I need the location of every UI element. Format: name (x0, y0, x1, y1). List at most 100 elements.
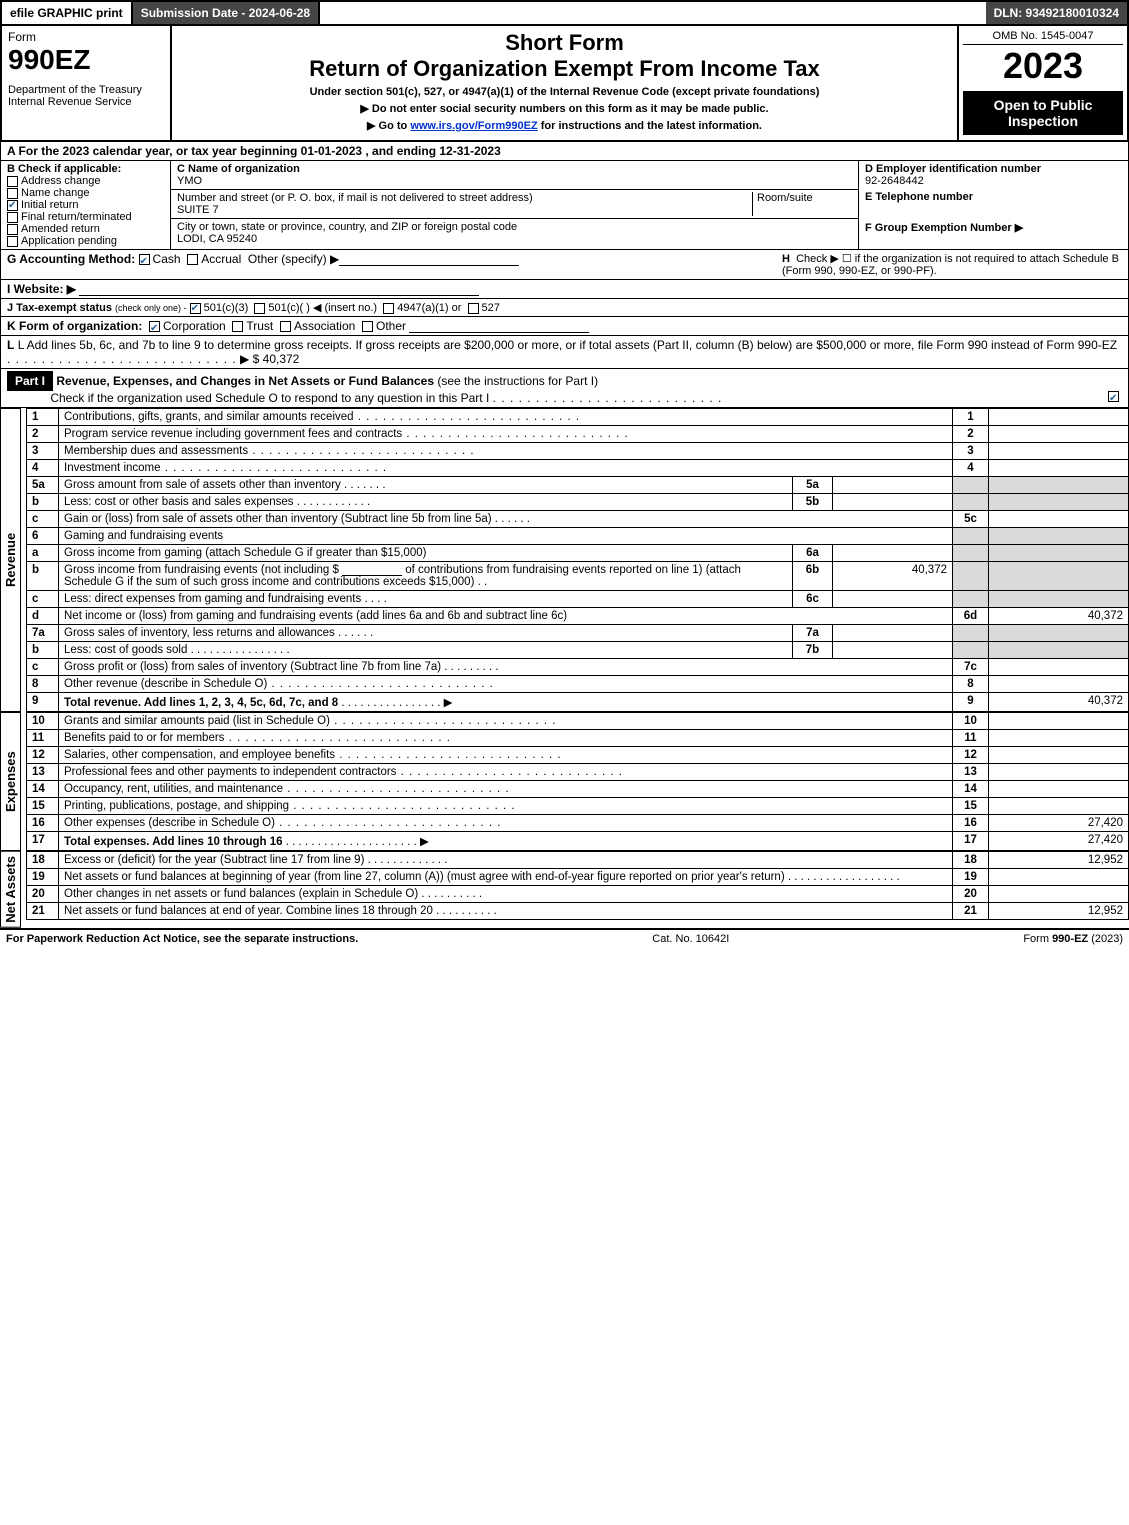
expenses-section: Expenses 10Grants and similar amounts pa… (0, 712, 1129, 851)
row-7c: cGross profit or (loss) from sales of in… (27, 659, 1129, 676)
top-bar: efile GRAPHIC print Submission Date - 20… (0, 0, 1129, 26)
row-12: 12Salaries, other compensation, and empl… (27, 747, 1129, 764)
g-other: Other (specify) ▶ (248, 252, 339, 266)
f-label: F Group Exemption Number ▶ (865, 221, 1122, 234)
l2-desc: Program service revenue including govern… (64, 428, 402, 440)
col-def: D Employer identification number 92-2648… (858, 161, 1128, 249)
row-14: 14Occupancy, rent, utilities, and mainte… (27, 781, 1129, 798)
line-l: L L Add lines 5b, 6c, and 7b to line 9 t… (0, 336, 1129, 369)
row-7a: 7aGross sales of inventory, less returns… (27, 625, 1129, 642)
row-4: 4Investment income4 (27, 460, 1129, 477)
footer-right-post: (2023) (1088, 933, 1123, 945)
k-trust-check[interactable] (232, 321, 243, 332)
irs-link[interactable]: www.irs.gov/Form990EZ (410, 120, 537, 132)
g-label: G Accounting Method: (7, 252, 135, 266)
row-6b: bGross income from fundraising events (n… (27, 562, 1129, 591)
f-text: F Group Exemption Number ▶ (865, 222, 1023, 234)
row-13: 13Professional fees and other payments t… (27, 764, 1129, 781)
row-2: 2Program service revenue including gover… (27, 426, 1129, 443)
row-5c: cGain or (loss) from sale of assets othe… (27, 511, 1129, 528)
l6d-desc: Net income or (loss) from gaming and fun… (64, 610, 567, 622)
l5a-desc: Gross amount from sale of assets other t… (64, 479, 341, 491)
l7c-desc: Gross profit or (loss) from sales of inv… (64, 661, 441, 673)
k-other: Other (376, 319, 406, 333)
g-other-input[interactable] (339, 254, 519, 266)
form-word: Form (8, 30, 164, 44)
l7a-desc: Gross sales of inventory, less returns a… (64, 627, 335, 639)
sub-goto: ▶ Go to www.irs.gov/Form990EZ for instru… (180, 119, 949, 132)
h-label: H (782, 253, 790, 265)
k-label: K Form of organization: (7, 319, 142, 333)
form-number: 990EZ (8, 44, 164, 76)
omb-number: OMB No. 1545-0047 (963, 30, 1123, 45)
l11-desc: Benefits paid to or for members (64, 732, 224, 744)
l4-desc: Investment income (64, 462, 161, 474)
l6-desc: Gaming and fundraising events (64, 530, 223, 542)
l3-desc: Membership dues and assessments (64, 445, 248, 457)
b-item-4[interactable]: Amended return (7, 223, 164, 235)
j-501c: 501(c)( ) (268, 302, 310, 314)
l-text: L Add lines 5b, 6c, and 7b to line 9 to … (18, 338, 1117, 352)
form-header: Form 990EZ Department of the Treasury In… (0, 26, 1129, 142)
h-text: Check ▶ ☐ if the organization is not req… (782, 253, 1119, 277)
website-input[interactable] (79, 284, 479, 296)
k-assoc-check[interactable] (280, 321, 291, 332)
b-item-5[interactable]: Application pending (7, 235, 164, 247)
part1-tag: Part I (7, 371, 53, 391)
submission-date: Submission Date - 2024-06-28 (133, 2, 320, 24)
l15-desc: Printing, publications, postage, and shi… (64, 800, 289, 812)
c-label: C Name of organization (177, 163, 300, 175)
k-trust: Trust (246, 319, 273, 333)
header-mid: Short Form Return of Organization Exempt… (172, 26, 957, 140)
row-8: 8Other revenue (describe in Schedule O)8 (27, 676, 1129, 693)
k-other-check[interactable] (362, 321, 373, 332)
part1-sub: (see the instructions for Part I) (437, 374, 598, 388)
k-other-input[interactable] (409, 321, 589, 333)
b-item-3[interactable]: Final return/terminated (7, 211, 164, 223)
l9-desc: Total revenue. Add lines 1, 2, 3, 4, 5c,… (64, 697, 338, 709)
i-label: I Website: ▶ (7, 282, 76, 296)
ein-value: 92-2648442 (865, 175, 1122, 187)
d-label: D Employer identification number (865, 163, 1122, 175)
netassets-section: Net Assets 18Excess or (deficit) for the… (0, 851, 1129, 928)
j-501c-check[interactable] (254, 303, 265, 314)
addr-value: SUITE 7 (177, 204, 219, 216)
l5b-desc: Less: cost or other basis and sales expe… (64, 496, 294, 508)
part1-schedule-o-check[interactable] (1108, 391, 1119, 402)
title-short-form: Short Form (180, 30, 949, 56)
l12-desc: Salaries, other compensation, and employ… (64, 749, 335, 761)
sub-ssn-warning: ▶ Do not enter social security numbers o… (180, 102, 949, 115)
row-15: 15Printing, publications, postage, and s… (27, 798, 1129, 815)
b-label-2: Initial return (21, 199, 78, 211)
line-a: A For the 2023 calendar year, or tax yea… (0, 142, 1129, 161)
row-10: 10Grants and similar amounts paid (list … (27, 713, 1129, 730)
netassets-vlabel: Net Assets (0, 851, 21, 928)
g-accrual-check[interactable] (187, 254, 198, 265)
row-19: 19Net assets or fund balances at beginni… (27, 869, 1129, 886)
l6b-contrib-input[interactable] (342, 564, 402, 576)
k-corp-check[interactable] (149, 321, 160, 332)
l8-desc: Other revenue (describe in Schedule O) (64, 678, 267, 690)
efile-label[interactable]: efile GRAPHIC print (2, 2, 133, 24)
footer-mid: Cat. No. 10642I (652, 933, 729, 945)
j-501c3-check[interactable] (190, 303, 201, 314)
b-header: B Check if applicable: (7, 163, 164, 175)
part1-title: Revenue, Expenses, and Changes in Net As… (56, 374, 434, 388)
b-label-3: Final return/terminated (21, 211, 132, 223)
l7b-desc: Less: cost of goods sold (64, 644, 187, 656)
goto-post: for instructions and the latest informat… (538, 120, 762, 132)
b-label-1: Name change (21, 187, 90, 199)
b-item-1[interactable]: Name change (7, 187, 164, 199)
b-item-2[interactable]: Initial return (7, 199, 164, 211)
row-3: 3Membership dues and assessments3 (27, 443, 1129, 460)
j-4947-check[interactable] (383, 303, 394, 314)
b-item-0[interactable]: Address change (7, 175, 164, 187)
l5c-desc: Gain or (loss) from sale of assets other… (64, 513, 492, 525)
g-cash-check[interactable] (139, 254, 150, 265)
l-arrow: ▶ $ (240, 352, 259, 366)
title-return: Return of Organization Exempt From Incom… (180, 56, 949, 82)
row-7b: bLess: cost of goods sold . . . . . . . … (27, 642, 1129, 659)
row-1: 1Contributions, gifts, grants, and simil… (27, 409, 1129, 426)
e-label: E Telephone number (865, 191, 1122, 203)
j-527-check[interactable] (468, 303, 479, 314)
